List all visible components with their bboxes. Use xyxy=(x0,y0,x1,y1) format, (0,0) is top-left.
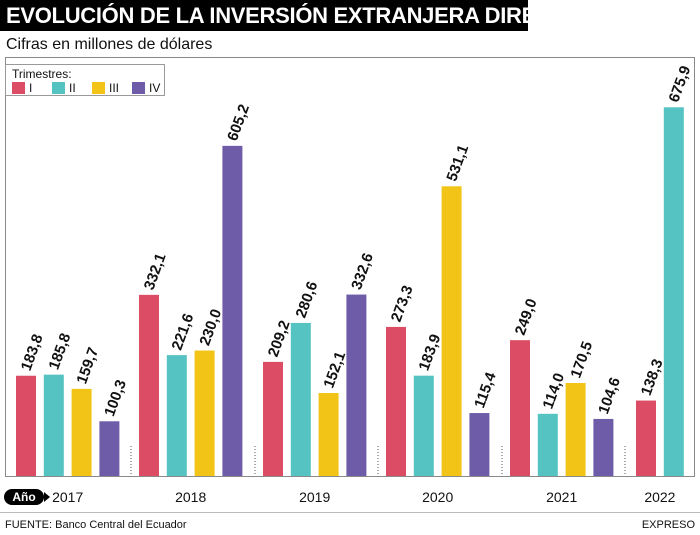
bar-2021-q3 xyxy=(565,382,586,476)
data-label-2018-q1: 332,1 xyxy=(141,251,170,292)
data-label-2018-q4: 605,2 xyxy=(224,102,253,143)
bar-2019-q4 xyxy=(346,294,367,476)
bar-2022-q2 xyxy=(663,107,684,477)
year-axis-badge: Año xyxy=(4,489,44,505)
legend-item-q2: II xyxy=(52,80,76,95)
bar-2017-q4 xyxy=(99,421,120,476)
plot-frame xyxy=(5,57,695,477)
legend-swatch-q4 xyxy=(132,81,145,94)
data-label-2017-q4: 100,3 xyxy=(101,378,130,419)
data-label-2017-q1: 183,8 xyxy=(18,332,47,373)
chart-subtitle: Cifras en millones de dólares xyxy=(6,36,213,53)
bar-2018-q3 xyxy=(194,350,215,476)
bar-2020-q3 xyxy=(441,186,462,476)
bar-2017-q3 xyxy=(71,388,92,476)
legend-label-q2: II xyxy=(69,80,76,95)
bar-2019-q2 xyxy=(290,322,311,476)
legend-item-q4: IV xyxy=(132,80,161,95)
data-label-2019-q3: 152,1 xyxy=(320,349,349,390)
x-tick-label-2021: 2021 xyxy=(546,489,577,505)
data-label-2018-q3: 230,0 xyxy=(196,307,225,348)
brand-label: EXPRESO xyxy=(641,519,695,531)
data-label-2019-q2: 280,6 xyxy=(293,279,322,320)
legend: Trimestres: I II III IV xyxy=(5,64,165,96)
footer-divider xyxy=(0,512,700,513)
x-tick-label-2020: 2020 xyxy=(422,489,453,505)
bar-2019-q1 xyxy=(263,361,283,476)
legend-title: Trimestres: xyxy=(12,67,72,81)
data-label-2022-q1: 138,3 xyxy=(638,357,667,398)
data-label-2020-q1: 273,3 xyxy=(388,283,417,324)
legend-item-q3: III xyxy=(92,80,120,95)
bar-2021-q4 xyxy=(593,418,614,476)
legend-label-q1: I xyxy=(29,80,33,95)
legend-swatch-q3 xyxy=(92,81,105,94)
data-label-2022-q2: 675,9 xyxy=(666,64,695,105)
data-label-2021-q4: 104,6 xyxy=(595,375,624,416)
bar-2017-q2 xyxy=(43,374,64,476)
bar-2017-q1 xyxy=(16,375,36,476)
bar-2018-q4 xyxy=(222,145,243,476)
title-bar: EVOLUCIÓN DE LA INVERSIÓN EXTRANJERA DIR… xyxy=(0,0,579,31)
data-label-2019-q4: 332,6 xyxy=(348,251,377,292)
data-label-2020-q3: 531,1 xyxy=(443,143,472,184)
data-label-2021-q2: 114,0 xyxy=(540,371,569,411)
x-tick-label-2017: 2017 xyxy=(52,489,83,505)
bar-2020-q4 xyxy=(469,413,490,476)
legend-swatch-q2 xyxy=(52,81,65,94)
x-tick-label-2022: 2022 xyxy=(644,489,675,505)
data-label-2021-q1: 249,0 xyxy=(512,296,541,337)
bar-2019-q3 xyxy=(318,393,339,476)
bar-2022-q1 xyxy=(636,400,656,476)
bar-2018-q2 xyxy=(166,355,187,476)
x-tick-label-2019: 2019 xyxy=(299,489,330,505)
legend-swatch-q1 xyxy=(12,81,25,94)
bar-2021-q2 xyxy=(537,413,558,476)
data-label-2019-q1: 209,2 xyxy=(265,318,294,359)
data-label-2021-q3: 170,5 xyxy=(567,339,596,380)
legend-item-q1: I xyxy=(12,80,33,95)
year-badge-arrow xyxy=(44,492,50,502)
data-label-2017-q2: 185,8 xyxy=(46,331,75,372)
bar-2021-q1 xyxy=(510,340,530,476)
bar-2020-q2 xyxy=(413,375,434,476)
data-label-2017-q3: 159,7 xyxy=(73,345,102,386)
bar-2018-q1 xyxy=(139,294,159,476)
legend-label-q3: III xyxy=(109,80,120,95)
x-tick-label-2018: 2018 xyxy=(175,489,206,505)
data-label-2020-q2: 183,9 xyxy=(416,332,445,373)
data-label-2020-q4: 115,4 xyxy=(471,369,500,410)
chart-title: EVOLUCIÓN DE LA INVERSIÓN EXTRANJERA DIR… xyxy=(6,3,579,28)
bar-2020-q1 xyxy=(386,326,406,476)
source-note: FUENTE: Banco Central del Ecuador xyxy=(5,519,187,531)
legend-label-q4: IV xyxy=(149,80,161,95)
data-label-2018-q2: 221,6 xyxy=(169,311,198,352)
